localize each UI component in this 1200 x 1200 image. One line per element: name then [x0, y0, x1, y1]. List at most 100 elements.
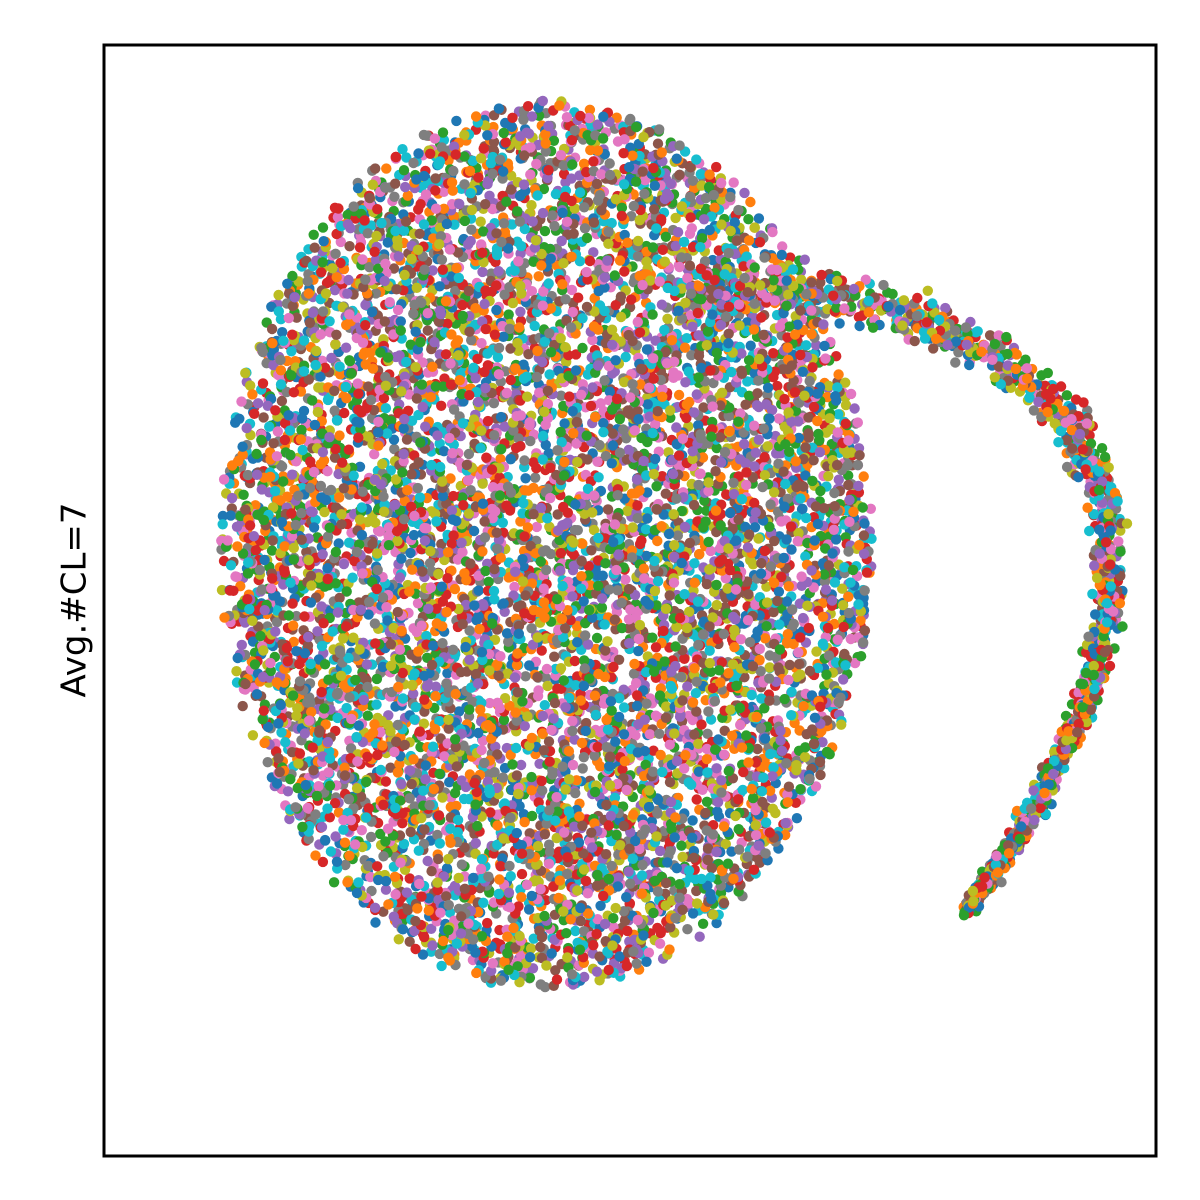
scatter-point [369, 449, 380, 460]
scatter-point [578, 158, 590, 169]
scatter-point [838, 674, 849, 685]
scatter-point [284, 813, 295, 825]
scatter-point [393, 934, 404, 945]
scatter-point [746, 689, 757, 701]
scatter-point [577, 538, 588, 549]
scatter-point [737, 784, 748, 796]
scatter-point [335, 236, 346, 248]
scatter-point [542, 172, 553, 184]
scatter-point [720, 838, 731, 850]
scatter-point [422, 325, 433, 336]
scatter-point [674, 879, 685, 890]
scatter-point [661, 701, 672, 712]
scatter-point [521, 879, 533, 890]
scatter-point [571, 438, 582, 449]
scatter-point [230, 571, 241, 582]
scatter-point [694, 931, 705, 942]
scatter-point [616, 622, 628, 634]
scatter-point [291, 610, 302, 622]
scatter-point [322, 394, 334, 406]
scatter-point [385, 465, 396, 476]
scatter-point [622, 505, 633, 517]
scatter-point [610, 300, 621, 311]
scatter-point [702, 728, 713, 739]
scatter-point [599, 375, 610, 386]
scatter-point [694, 548, 705, 560]
scatter-point [492, 352, 504, 363]
scatter-point [408, 688, 419, 699]
scatter-point [620, 574, 631, 585]
scatter-point [404, 873, 415, 884]
scatter-point [257, 378, 269, 389]
scatter-point [523, 904, 535, 915]
scatter-point [503, 309, 514, 320]
scatter-point [753, 213, 765, 224]
scatter-point [609, 792, 621, 803]
scatter-point [466, 224, 477, 235]
scatter-point [768, 348, 779, 359]
scatter-point [313, 382, 324, 393]
scatter-point [705, 714, 717, 725]
scatter-point [392, 767, 404, 778]
scatter-point [739, 187, 750, 199]
scatter-point [577, 763, 588, 774]
scatter-point [450, 285, 461, 297]
scatter-point [271, 616, 283, 628]
scatter-point [817, 737, 828, 748]
scatter-point [427, 265, 438, 276]
scatter-point [472, 353, 483, 365]
scatter-point [258, 412, 269, 423]
scatter-point [509, 581, 520, 593]
scatter-point [643, 947, 655, 958]
scatter-point [858, 530, 870, 541]
scatter-point [585, 144, 596, 156]
scatter-point [378, 906, 389, 917]
scatter-point [652, 138, 664, 149]
scatter-point [438, 186, 450, 197]
scatter-point [536, 645, 547, 656]
scatter-point [733, 824, 744, 835]
scatter-point [540, 672, 551, 683]
scatter-point [800, 442, 811, 453]
scatter-point [631, 474, 643, 485]
scatter-point [800, 551, 811, 562]
scatter-point [815, 769, 826, 781]
scatter-point [759, 452, 770, 463]
scatter-point [792, 536, 803, 547]
scatter-point [412, 598, 424, 609]
scatter-point [330, 339, 341, 350]
scatter-point [477, 735, 489, 746]
scatter-point [236, 396, 247, 407]
scatter-point [273, 289, 284, 301]
scatter-point [247, 389, 258, 400]
scatter-point [636, 870, 648, 881]
scatter-point [482, 776, 494, 787]
scatter-point [256, 434, 267, 446]
scatter-point [810, 781, 822, 792]
scatter-point [394, 758, 405, 770]
scatter-point [404, 936, 415, 947]
scatter-point [340, 342, 352, 353]
scatter-point [516, 892, 527, 903]
scatter-point [385, 762, 396, 773]
scatter-point [262, 721, 274, 733]
scatter-point [772, 380, 783, 392]
scatter-point [325, 846, 337, 857]
scatter-point [344, 241, 355, 252]
scatter-point [520, 473, 531, 484]
scatter-point [820, 353, 831, 364]
scatter-point [276, 395, 288, 407]
scatter-point [441, 678, 452, 689]
scatter-point [512, 687, 523, 698]
scatter-point [708, 377, 719, 389]
scatter-point [371, 699, 382, 710]
scatter-point [527, 216, 538, 227]
scatter-point [849, 657, 861, 669]
scatter-point [333, 538, 344, 549]
scatter-point [451, 115, 462, 127]
scatter-point [749, 222, 760, 233]
scatter-point [568, 428, 579, 439]
scatter-point [310, 850, 321, 861]
scatter-point [506, 219, 518, 230]
scatter-point [531, 521, 542, 533]
